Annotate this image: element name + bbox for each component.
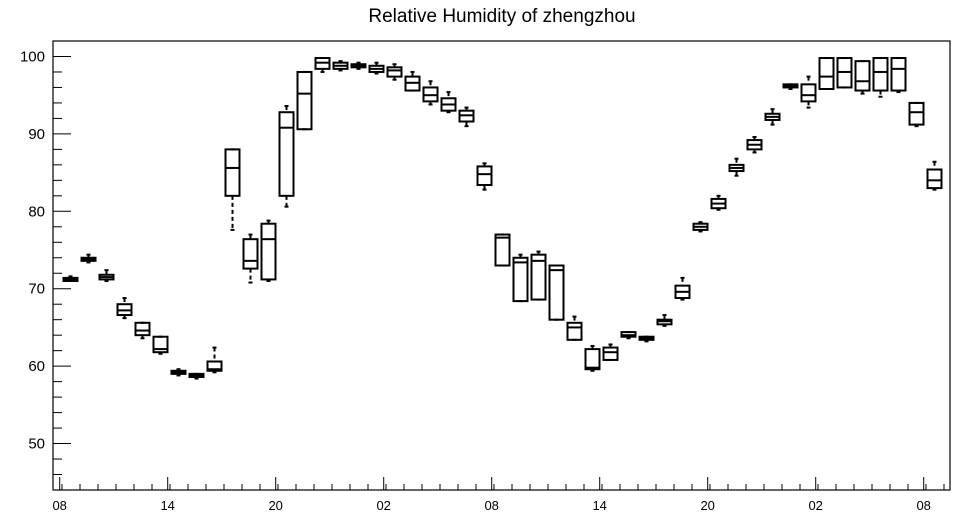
- box-item: [260, 219, 277, 282]
- y-tick-label: 50: [28, 436, 45, 453]
- y-tick-label: 90: [28, 126, 45, 143]
- box-item: [908, 101, 925, 128]
- box-item: [836, 57, 853, 89]
- box-iqr: [890, 57, 907, 92]
- box-iqr: [602, 346, 619, 361]
- box-iqr: [242, 238, 259, 270]
- box-item: [116, 297, 133, 320]
- box-item: [152, 335, 169, 355]
- box-item: [188, 372, 205, 380]
- x-tick-label: 08: [52, 498, 66, 513]
- box-iqr: [260, 222, 277, 281]
- box-item: [278, 105, 295, 208]
- box-item: [422, 80, 439, 106]
- box-item: [710, 194, 727, 211]
- box-item: [746, 135, 763, 154]
- box-item: [134, 321, 151, 340]
- box-iqr: [872, 57, 889, 92]
- box-item: [692, 221, 709, 233]
- box-item: [674, 276, 691, 301]
- box-item: [782, 83, 799, 90]
- chart-title: Relative Humidity of zhengzhou: [368, 6, 635, 27]
- box-item: [530, 250, 547, 301]
- box-iqr: [854, 60, 871, 92]
- box-item: [458, 106, 475, 128]
- box-item: [242, 233, 259, 284]
- box-item: [224, 148, 241, 231]
- x-tick-label: 08: [916, 498, 930, 513]
- x-tick-label: 14: [160, 498, 174, 513]
- box-iqr: [296, 70, 313, 131]
- box-item: [170, 368, 187, 377]
- box-iqr: [818, 57, 835, 90]
- box-item: [656, 314, 673, 327]
- box-item: [350, 61, 367, 70]
- box-iqr: [512, 256, 529, 303]
- box-item: [368, 61, 385, 75]
- y-tick-label: 70: [28, 281, 45, 298]
- box-iqr: [548, 264, 565, 321]
- box-item: [548, 264, 565, 321]
- box-item: [728, 157, 745, 177]
- box-item: [512, 253, 529, 303]
- box-iqr: [926, 168, 943, 190]
- box-item: [764, 108, 781, 126]
- box-iqr: [386, 66, 403, 78]
- box-item: [584, 345, 601, 372]
- box-iqr: [476, 165, 493, 186]
- box-item: [296, 70, 313, 131]
- plot-frame: [52, 40, 951, 491]
- box-item: [332, 60, 349, 72]
- box-item: [926, 160, 943, 191]
- x-tick-label: 20: [268, 498, 282, 513]
- box-iqr: [152, 335, 169, 354]
- box-item: [890, 57, 907, 94]
- box-item: [98, 269, 115, 282]
- box-iqr: [134, 321, 151, 337]
- y-tick-label: 60: [28, 358, 45, 375]
- y-tick-label: 80: [28, 203, 45, 220]
- box-iqr: [908, 101, 925, 126]
- box-item: [80, 253, 97, 264]
- box-item: [566, 315, 583, 341]
- box-iqr: [584, 348, 601, 371]
- box-iqr: [494, 233, 511, 267]
- x-tick-label: 20: [700, 498, 714, 513]
- box-item: [476, 162, 493, 191]
- box-item: [800, 75, 817, 109]
- x-tick-label: 02: [808, 498, 822, 513]
- box-iqr: [800, 83, 817, 103]
- box-iqr: [206, 360, 223, 372]
- box-iqr: [566, 321, 583, 341]
- box-iqr: [278, 111, 295, 197]
- box-item: [404, 70, 421, 92]
- box-item: [638, 335, 655, 343]
- box-iqr: [224, 148, 241, 197]
- box-item: [206, 346, 223, 374]
- x-tick-label: 02: [376, 498, 390, 513]
- x-tick-label: 14: [592, 498, 606, 513]
- box-item: [872, 57, 889, 98]
- x-tick-label: 08: [484, 498, 498, 513]
- box-item: [854, 60, 871, 95]
- box-item: [494, 233, 511, 267]
- box-item: [62, 275, 79, 282]
- box-item: [386, 63, 403, 81]
- box-item: [440, 91, 457, 114]
- box-item: [620, 331, 637, 340]
- chart-axes: 50 60 70 80 90 100 08 14 20 02 08 14 20 02 08: [20, 40, 951, 513]
- box-item: [602, 343, 619, 361]
- box-series: [62, 57, 943, 380]
- box-item: [314, 57, 331, 73]
- box-item: [818, 57, 835, 90]
- box-iqr: [530, 253, 547, 301]
- y-tick-label: 100: [20, 48, 45, 65]
